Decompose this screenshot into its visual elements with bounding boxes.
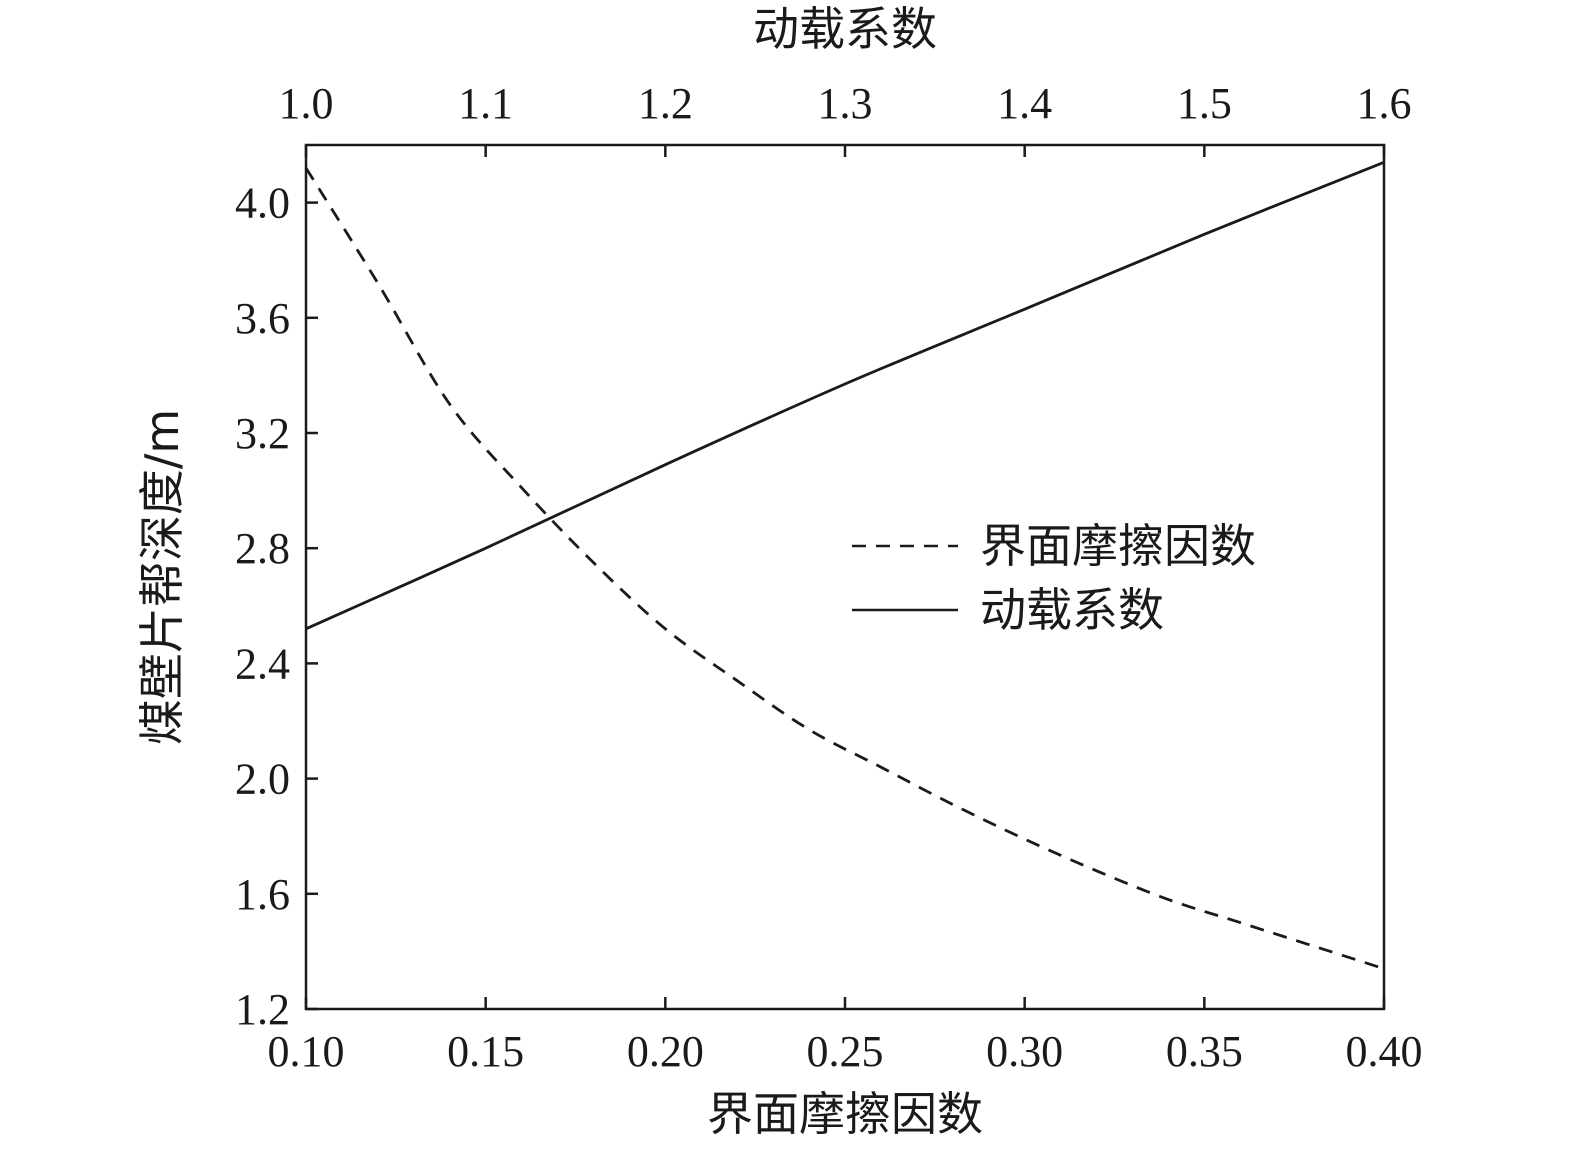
- x2-tick-label: 1.0: [279, 79, 334, 128]
- y-tick-label: 2.8: [235, 524, 290, 573]
- x-tick-label: 0.30: [986, 1027, 1063, 1076]
- x2-tick-label: 1.1: [458, 79, 513, 128]
- y-tick-label: 3.2: [235, 409, 290, 458]
- legend-label-friction: 界面摩擦因数: [980, 519, 1256, 573]
- y-tick-label: 4.0: [235, 179, 290, 228]
- legend-label-dynamic-load: 动载系数: [980, 583, 1164, 637]
- x2-tick-label: 1.2: [638, 79, 693, 128]
- y-tick-label: 3.6: [235, 294, 290, 343]
- x-tick-label: 0.10: [268, 1027, 345, 1076]
- plot-frame: [304, 143, 1386, 1011]
- legend: 界面摩擦因数 动载系数: [852, 519, 1256, 637]
- x-tick-label: 0.35: [1166, 1027, 1243, 1076]
- x-tick-label: 0.25: [807, 1027, 884, 1076]
- x-tick-label: 0.40: [1346, 1027, 1423, 1076]
- x2-tick-label: 1.3: [818, 79, 873, 128]
- x-axis-title: 界面摩擦因数: [707, 1087, 983, 1141]
- series-line-friction: [304, 167, 1385, 971]
- series-line-dynamic-load: [305, 161, 1385, 631]
- x-tick-label: 0.20: [627, 1027, 704, 1076]
- y-tick-label: 2.0: [235, 755, 290, 804]
- x-tick-label: 0.15: [447, 1027, 524, 1076]
- y-tick-label: 1.6: [235, 870, 290, 919]
- x2-axis-title: 动载系数: [753, 2, 937, 56]
- y-tick-label: 2.4: [235, 639, 290, 688]
- x2-tick-label: 1.6: [1357, 79, 1412, 128]
- y-tick-label: 1.2: [235, 985, 290, 1034]
- x2-tick-label: 1.5: [1177, 79, 1232, 128]
- x2-tick-label: 1.4: [997, 79, 1052, 128]
- y-axis-title: 煤壁片帮深度/m: [135, 409, 189, 745]
